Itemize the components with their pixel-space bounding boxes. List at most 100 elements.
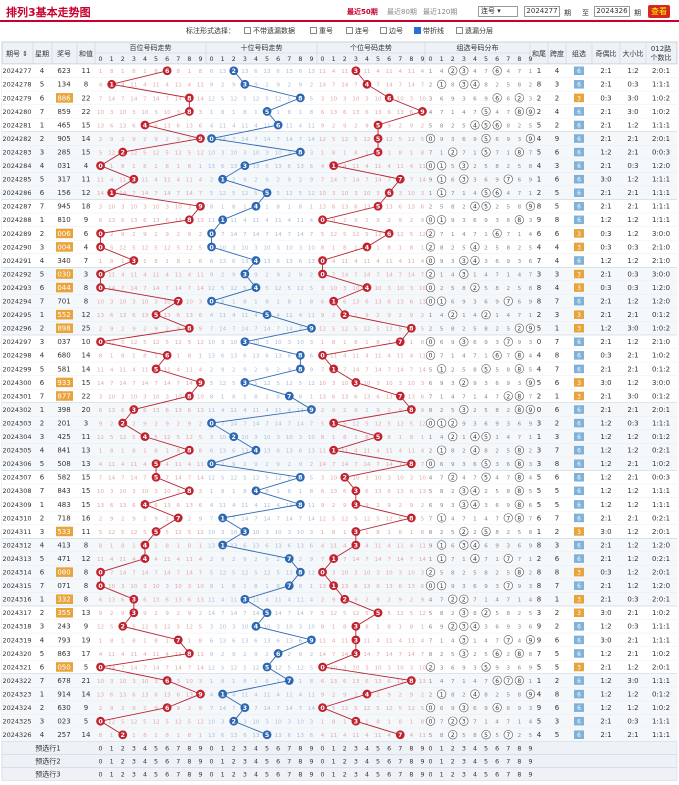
preselect-digit[interactable]: 2 [451,759,455,766]
preselect-digit[interactable]: 4 [254,759,258,766]
preselect-digit[interactable]: 8 [298,759,302,766]
preselect-digit[interactable]: 9 [198,746,202,753]
preselect-digit[interactable]: 0 [321,759,325,766]
preselect-digit[interactable]: 8 [187,746,191,753]
preselect-digit[interactable]: 0 [99,746,103,753]
preselect-digit[interactable]: 2 [343,746,347,753]
preselect-digit[interactable]: 4 [143,759,147,766]
preselect-digit[interactable]: 9 [309,746,313,753]
preselect-digit[interactable]: 5 [154,746,158,753]
preselect-digit[interactable]: 4 [143,746,147,753]
preselect-digit[interactable]: 2 [121,759,125,766]
preselect-digit[interactable]: 1 [332,746,336,753]
preselect-digit[interactable]: 6 [495,759,499,766]
preselect-digit[interactable]: 3 [462,746,466,753]
preselect-digit[interactable]: 3 [462,772,466,779]
preselect-digit[interactable]: 3 [354,759,358,766]
preselect-digit[interactable]: 1 [332,772,336,779]
preselect-digit[interactable]: 7 [287,759,291,766]
preselect-digit[interactable]: 0 [429,759,433,766]
preselect-digit[interactable]: 1 [440,772,444,779]
preselect-digit[interactable]: 1 [440,759,444,766]
preselect-digit[interactable]: 3 [462,759,466,766]
preselect-digit[interactable]: 7 [398,772,402,779]
preselect-digit[interactable]: 6 [165,746,169,753]
preselect-digit[interactable]: 2 [232,759,236,766]
start-issue-input[interactable]: 2024277 [524,6,560,17]
checkbox-icon[interactable] [346,27,353,34]
preselect-digit[interactable]: 0 [321,746,325,753]
preselect-digit[interactable]: 9 [198,772,202,779]
preselect-digit[interactable]: 5 [265,759,269,766]
preselect-digit[interactable]: 6 [276,772,280,779]
col-header-issue[interactable]: 期号 ⇕ [6,50,28,58]
preselect-digit[interactable]: 9 [309,772,313,779]
preselect-digit[interactable]: 7 [398,746,402,753]
opt-no-omission[interactable]: 不带遗漏数据 [244,26,295,36]
preselect-digit[interactable]: 5 [154,759,158,766]
opt-layer[interactable]: 遗漏分层 [456,26,493,36]
preselect-digit[interactable]: 1 [221,759,225,766]
preselect-digit[interactable]: 0 [99,759,103,766]
preselect-digit[interactable]: 8 [187,759,191,766]
preselect-digit[interactable]: 5 [376,746,380,753]
preselect-digit[interactable]: 0 [210,772,214,779]
preselect-digit[interactable]: 0 [210,759,214,766]
checkbox-icon[interactable] [310,27,317,34]
mode-select[interactable]: 连号 ▾ [478,6,518,17]
preselect-digit[interactable]: 8 [187,772,191,779]
preselect-digit[interactable]: 3 [132,759,136,766]
preselect-digit[interactable]: 4 [365,772,369,779]
checkbox-checked-icon[interactable] [414,27,421,34]
preselect-digit[interactable]: 3 [354,772,358,779]
preselect-digit[interactable]: 3 [243,759,247,766]
preselect-digit[interactable]: 6 [276,759,280,766]
preselect-digit[interactable]: 0 [321,772,325,779]
preselect-digit[interactable]: 1 [110,772,114,779]
preselect-digit[interactable]: 9 [198,759,202,766]
preselect-digit[interactable]: 9 [528,772,532,779]
preselect-digit[interactable]: 3 [132,772,136,779]
preselect-digit[interactable]: 5 [265,746,269,753]
preselect-digit[interactable]: 7 [176,759,180,766]
preselect-digit[interactable]: 4 [143,772,147,779]
opt-edge[interactable]: 边号 [380,26,403,36]
preselect-digit[interactable]: 4 [254,772,258,779]
preselect-digit[interactable]: 2 [121,772,125,779]
preselect-digit[interactable]: 8 [298,772,302,779]
preselect-digit[interactable]: 1 [110,759,114,766]
preselect-digit[interactable]: 0 [99,772,103,779]
tab-recent-80[interactable]: 最近80期 [387,8,417,16]
preselect-digit[interactable]: 2 [232,746,236,753]
opt-repeat[interactable]: 重号 [310,26,333,36]
preselect-digit[interactable]: 8 [517,746,521,753]
preselect-digit[interactable]: 0 [429,772,433,779]
preselect-digit[interactable]: 7 [176,772,180,779]
preselect-digit[interactable]: 5 [265,772,269,779]
preselect-digit[interactable]: 3 [243,772,247,779]
preselect-digit[interactable]: 0 [429,746,433,753]
preselect-digit[interactable]: 4 [365,746,369,753]
preselect-digit[interactable]: 8 [298,746,302,753]
preselect-digit[interactable]: 9 [528,759,532,766]
end-issue-input[interactable]: 2024326 [594,6,630,17]
preselect-digit[interactable]: 1 [440,746,444,753]
preselect-digit[interactable]: 2 [232,772,236,779]
preselect-digit[interactable]: 2 [451,746,455,753]
preselect-digit[interactable]: 6 [387,759,391,766]
preselect-digit[interactable]: 6 [495,746,499,753]
preselect-digit[interactable]: 2 [121,746,125,753]
preselect-digit[interactable]: 3 [132,746,136,753]
preselect-digit[interactable]: 5 [484,746,488,753]
preselect-digit[interactable]: 4 [473,746,477,753]
preselect-digit[interactable]: 6 [165,772,169,779]
preselect-digit[interactable]: 6 [276,746,280,753]
preselect-digit[interactable]: 5 [484,759,488,766]
preselect-digit[interactable]: 7 [506,746,510,753]
preselect-digit[interactable]: 1 [221,772,225,779]
preselect-digit[interactable]: 7 [287,746,291,753]
preselect-digit[interactable]: 1 [221,746,225,753]
preselect-digit[interactable]: 2 [343,772,347,779]
preselect-digit[interactable]: 5 [376,759,380,766]
preselect-digit[interactable]: 5 [154,772,158,779]
